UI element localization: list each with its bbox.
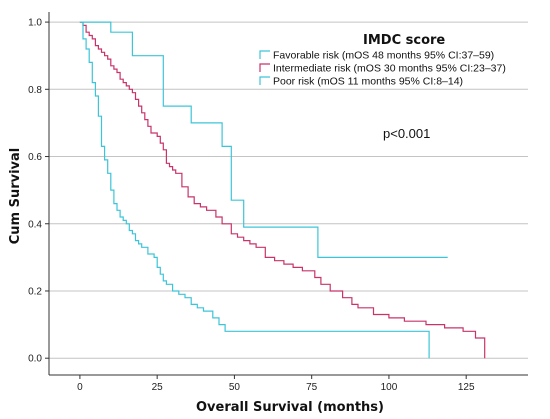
legend-label-3: Poor risk (mOS 11 months 95% CI:8–14) <box>273 76 463 88</box>
legend-label-2: Intermediate risk (mOS 30 months 95% CI:… <box>273 63 506 75</box>
x-tick-label: 50 <box>229 382 241 393</box>
legend-swatch-3 <box>259 76 270 85</box>
legend-items: Favorable risk (mOS 48 months 95% CI:37–… <box>259 50 506 88</box>
legend-label-1: Favorable risk (mOS 48 months 95% CI:37–… <box>273 50 494 62</box>
x-tick-label: 100 <box>381 382 398 393</box>
y-tick-label: 0.6 <box>28 152 42 163</box>
x-tick-label: 0 <box>77 382 83 393</box>
x-tick-label: 75 <box>306 382 318 393</box>
y-tick-label: 0.2 <box>28 286 42 297</box>
y-tick-label: 1.0 <box>28 18 42 29</box>
y-tick-label: 0.4 <box>28 219 42 230</box>
y-axis-title: Cum Survival <box>8 148 23 245</box>
legend: IMDC score Favorable risk (mOS 48 months… <box>259 33 506 88</box>
x-tick-label: 125 <box>458 382 475 393</box>
x-axis-title: Overall Survival (months) <box>196 400 384 415</box>
survival-curve-2 <box>79 21 486 359</box>
survival-curves <box>79 21 486 359</box>
survival-curve-3 <box>79 21 430 359</box>
tick-marks: 0.0 0.2 0.4 0.6 0.8 1.0 0 25 50 75 100 125 <box>28 18 475 393</box>
legend-swatch-2 <box>259 63 270 72</box>
y-tick-label: 0.8 <box>28 85 42 96</box>
survival-curve-1 <box>79 21 448 258</box>
axes <box>48 12 528 376</box>
p-value-annotation: p<0.001 <box>383 126 430 141</box>
legend-swatch-1 <box>259 50 270 59</box>
y-tick-label: 0.0 <box>28 354 42 365</box>
legend-title: IMDC score <box>363 33 445 48</box>
x-tick-label: 25 <box>152 382 164 393</box>
